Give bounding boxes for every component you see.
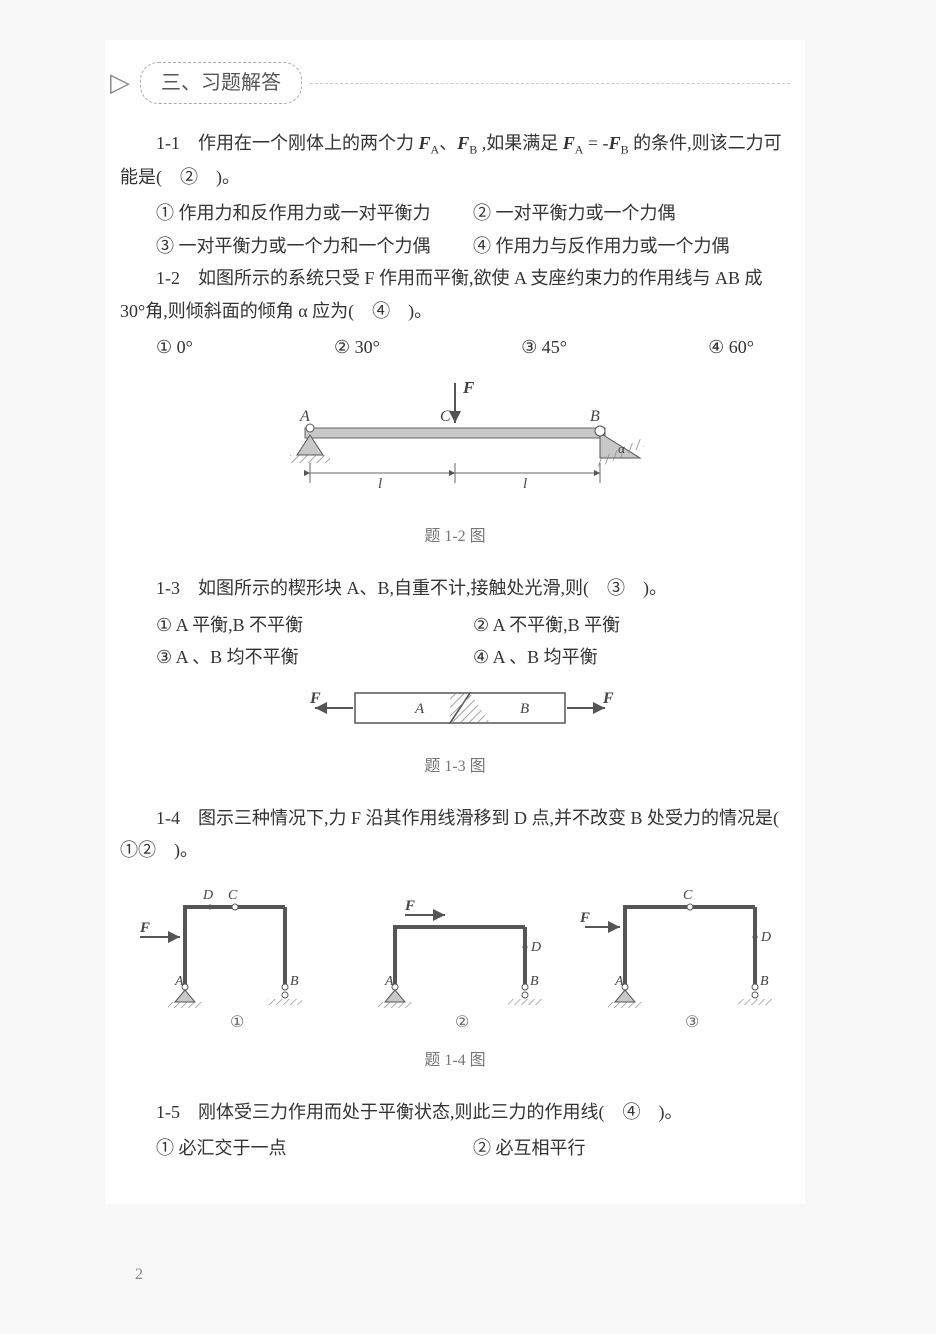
label-B: B [520,701,529,717]
option-1: ① 必汇交于一点 [156,1132,473,1164]
label-C: C [440,408,451,425]
question-1-1: 1-1 作用在一个刚体上的两个力 FA、FB ,如果满足 FA = -FB 的条… [120,127,790,194]
option-3: ③ 45° [521,331,567,363]
question-1-2: 1-2 如图所示的系统只受 F 作用而平衡,欲使 A 支座约束力的作用线与 AB… [120,262,790,327]
label: B [760,974,769,989]
figure-caption: 题 1-3 图 [120,753,790,782]
caption-num: ③ [685,1014,699,1031]
label-B: B [590,408,600,425]
label-A: A [299,408,310,425]
label: F [139,920,150,936]
section-title: 三、习题解答 [140,62,302,104]
option-4: ④ 60° [708,331,754,363]
q-number: 1-3 [156,578,180,598]
sub: B [621,142,629,156]
var-F: F [563,133,575,153]
sub: A [431,142,440,156]
option-4: ④ 作用力与反作用力或一个力偶 [473,230,790,262]
option-1: ① 0° [156,331,193,363]
label: B [290,974,299,989]
page-content: ▷ 三、习题解答 1-1 作用在一个刚体上的两个力 FA、FB ,如果满足 FA… [105,40,805,1204]
label-F: F [462,378,475,397]
text: 如图所示的系统只受 F 作用而平衡,欲使 A 支座约束力的作用线与 AB 成 3… [120,268,763,320]
caption-num: ① [230,1014,244,1031]
triangle-icon: ▷ [110,60,130,107]
section-header: ▷ 三、习题解答 [110,60,790,107]
var-F: F [457,133,469,153]
options-row: ① 0° ② 30° ③ 45° ④ 60° [156,331,754,363]
figure-1-2: A B α F C l l [245,373,665,513]
divider [310,83,790,84]
label-l: l [523,476,527,492]
var-F: F [609,133,621,153]
label-F: F [309,690,321,707]
label: A [384,974,394,989]
label: C [228,888,238,903]
figure-caption: 题 1-2 图 [120,523,790,552]
label: A [614,974,624,989]
page-number: 2 [135,1266,143,1284]
option-1: ① 作用力和反作用力或一对平衡力 [156,197,473,229]
options-row: ① A 平衡,B 不平衡 ② A 不平衡,B 平衡 [156,609,790,641]
option-2: ② 必互相平行 [473,1132,790,1164]
label-alpha: α [618,441,625,456]
text: 如图所示的楔形块 A、B,自重不计,接触处光滑,则( ③ )。 [198,578,667,598]
question-1-3: 1-3 如图所示的楔形块 A、B,自重不计,接触处光滑,则( ③ )。 [120,572,790,604]
text: = - [583,133,608,153]
question-1-5: 1-5 刚体受三力作用而处于平衡状态,则此三力的作用线( ④ )。 [120,1096,790,1128]
text: 刚体受三力作用而处于平衡状态,则此三力的作用线( ④ )。 [198,1102,683,1122]
option-2: ② 30° [334,331,380,363]
text: 作用在一个刚体上的两个力 [198,133,419,153]
label: A [174,974,184,989]
label: D [760,930,771,945]
options-row: ③ 一对平衡力或一个力和一个力偶 ④ 作用力与反作用力或一个力偶 [156,230,790,262]
label: C [683,888,693,903]
text: 图示三种情况下,力 F 沿其作用线滑移到 D 点,并不改变 B 处受力的情况是(… [120,808,797,860]
option-3: ③ A 、B 均不平衡 [156,641,473,673]
question-1-4: 1-4 图示三种情况下,力 F 沿其作用线滑移到 D 点,并不改变 B 处受力的… [120,802,790,867]
figure-1-3: A B F F [245,683,665,743]
option-2: ② A 不平衡,B 平衡 [473,609,790,641]
q-number: 1-5 [156,1102,180,1122]
q-number: 1-4 [156,808,180,828]
frame-3: C A B F D ③ [579,888,772,1031]
label: D [530,940,541,955]
label: F [579,910,590,926]
label: F [404,898,415,914]
label: B [530,974,539,989]
text: 、 [439,133,457,153]
figure-caption: 题 1-4 图 [120,1047,790,1076]
label-A: A [414,701,425,717]
figure-1-4: C A B F D ① A B F D [135,877,775,1037]
var-F: F [419,133,431,153]
frame-1: C A B F D ① [139,888,302,1031]
option-1: ① A 平衡,B 不平衡 [156,609,473,641]
option-2: ② 一对平衡力或一个力偶 [473,197,790,229]
options-row: ① 必汇交于一点 ② 必互相平行 [156,1132,790,1164]
options-row: ① 作用力和反作用力或一对平衡力 ② 一对平衡力或一个力偶 [156,197,790,229]
option-4: ④ A 、B 均平衡 [473,641,790,673]
label: D [202,888,213,903]
q-number: 1-2 [156,268,180,288]
label-F: F [602,690,614,707]
q-number: 1-1 [156,133,180,153]
text: ,如果满足 [477,133,563,153]
caption-num: ② [455,1014,469,1031]
frame-2: A B F D ② [378,898,542,1031]
options-row: ③ A 、B 均不平衡 ④ A 、B 均平衡 [156,641,790,673]
beam [305,428,605,438]
label-l: l [378,476,382,492]
option-3: ③ 一对平衡力或一个力和一个力偶 [156,230,473,262]
